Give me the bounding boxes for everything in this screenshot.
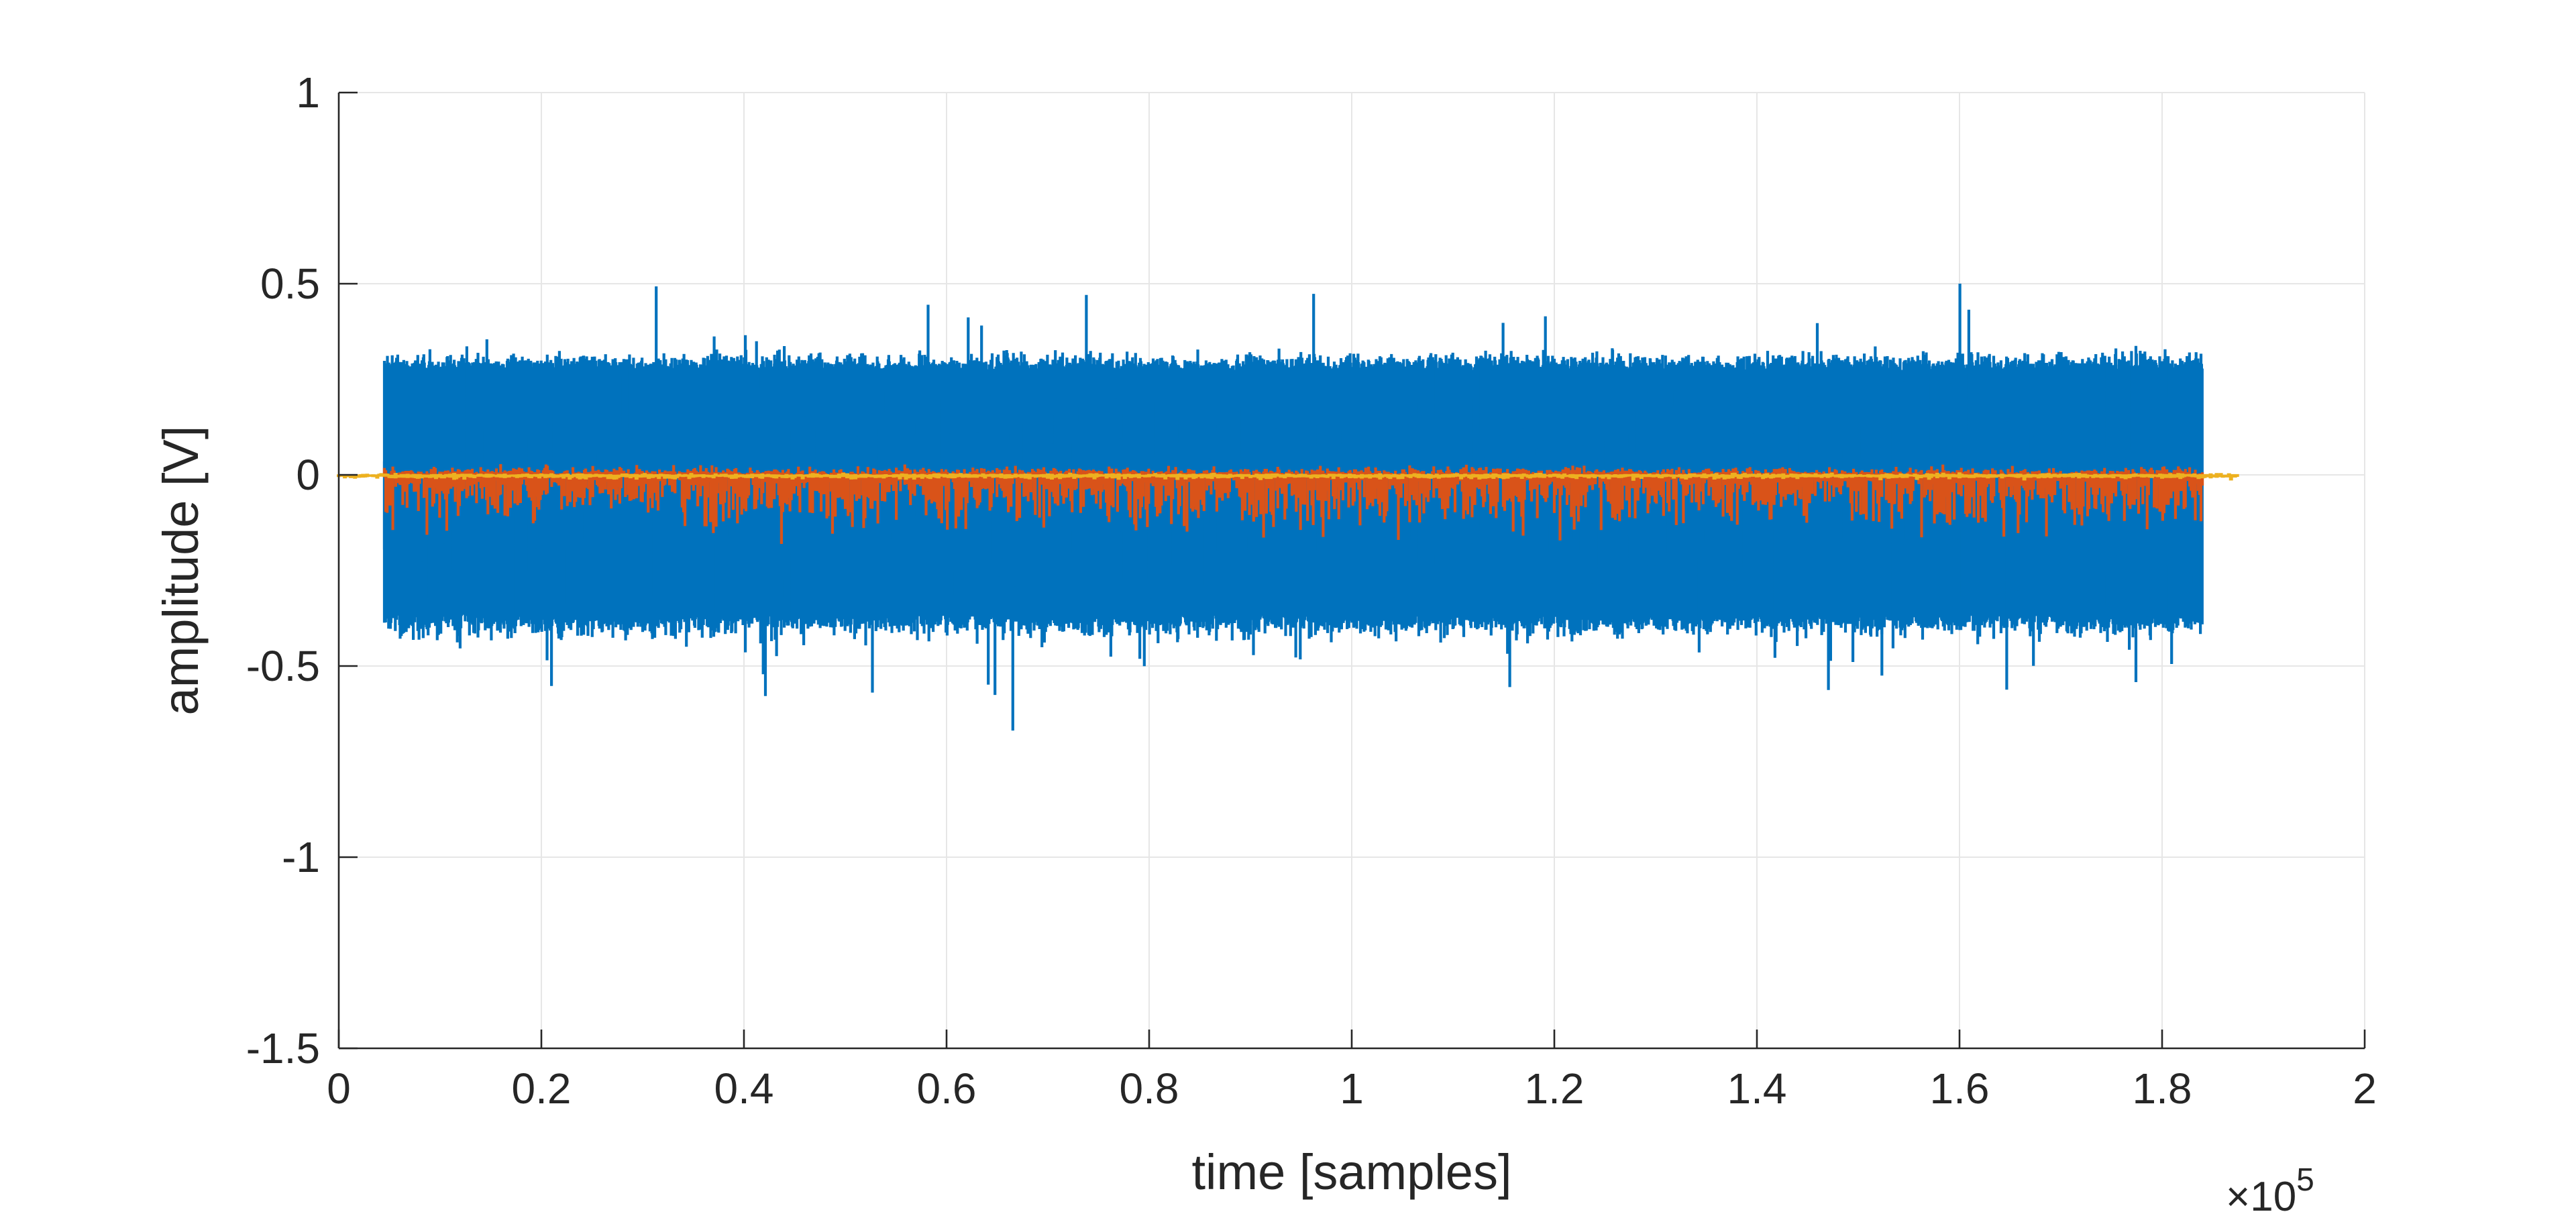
series-layer [337,283,2239,731]
y-tick-label: 0.5 [260,260,320,308]
x-axis-exponent: ×105 [2226,1162,2314,1216]
x-tick-label: 1.8 [2133,1064,2192,1113]
x-tick-label: 1.4 [1727,1064,1787,1113]
x-tick-label: 2 [2353,1064,2377,1113]
y-tick-label: -1.5 [246,1024,320,1072]
y-tick-label: -0.5 [246,642,320,690]
x-tick-label: 0 [327,1064,351,1113]
x-tick-label: 1 [1340,1064,1364,1113]
y-tick-label: -1 [282,833,320,881]
y-tick-label: 0 [296,451,320,499]
x-tick-label: 0.2 [512,1064,572,1113]
tick-label-layer: 0 0.2 0.4 0.6 0.8 1 1.2 1.4 1.6 1.8 2 -1.5 -1 -0.5 0 0.… [246,68,2377,1113]
x-tick-label: 1.2 [1525,1064,1585,1113]
y-tick-label: 1 [296,68,320,117]
x-tick-label: 1.6 [1930,1064,1990,1113]
axes-layer [337,91,2366,1050]
x-axis-exponent-base: ×10 [2226,1174,2296,1216]
x-axis-label: time [samples] [1191,1144,1511,1200]
x-tick-label: 0.8 [1120,1064,1179,1113]
y-axis-label: amplitude [V] [153,426,209,716]
x-axis-exponent-power: 5 [2296,1162,2314,1198]
x-tick-label: 0.4 [714,1064,774,1113]
x-tick-label: 0.6 [917,1064,977,1113]
